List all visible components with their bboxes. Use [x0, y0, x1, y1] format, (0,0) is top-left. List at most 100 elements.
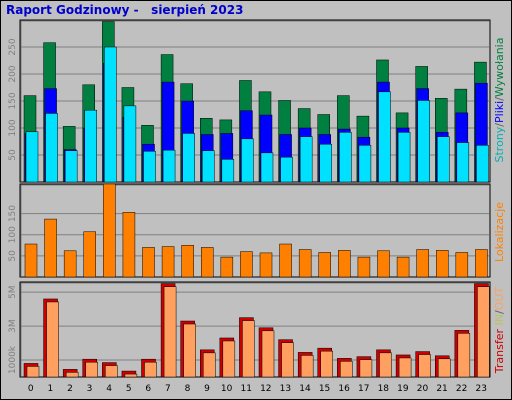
visits-ytick-0: 50	[8, 250, 18, 262]
visits-bar-11	[240, 251, 253, 278]
x-tick-21: 21	[436, 384, 447, 394]
x-tick-11: 11	[240, 384, 251, 394]
x-tick-3: 3	[87, 384, 93, 394]
hits-bar-Strony-11	[241, 138, 254, 183]
visits-bar-19	[396, 256, 410, 278]
visits-bar-9	[201, 247, 214, 278]
kbytes-bar-in-9	[203, 352, 216, 378]
kbytes-bar-in-5	[124, 373, 138, 378]
hits-bar-Strony-13	[280, 156, 293, 183]
hits-bar-Strony-22	[456, 142, 470, 183]
x-tick-1: 1	[48, 384, 54, 394]
kbytes-bar-in-6	[144, 361, 157, 378]
x-tick-7: 7	[165, 384, 171, 394]
visits-bar-13	[279, 243, 292, 278]
kbytes-bar-in-20	[418, 354, 431, 378]
visits-bar-2	[63, 250, 77, 278]
hits-bar-Strony-19	[397, 132, 411, 183]
hits-bar-Strony-8	[182, 133, 195, 183]
kbytes-ytick-0: 1000k	[8, 345, 18, 374]
hits-bar-Strony-3	[84, 109, 97, 183]
visits-ytick-1: 100	[8, 226, 18, 243]
visits-bar-15	[318, 252, 331, 278]
x-tick-14: 14	[299, 384, 311, 394]
hits-bar-Strony-5	[123, 105, 137, 183]
hits-bar-Strony-20	[417, 100, 430, 183]
x-tick-19: 19	[397, 384, 409, 394]
right-label-visits: Lokalizacje	[493, 202, 506, 262]
kbytes-bar-in-17	[359, 359, 373, 378]
visits-bar-17	[357, 256, 371, 278]
visits-bar-23	[475, 249, 488, 278]
visits-bar-0	[24, 243, 38, 278]
kbytes-bar-in-18	[379, 352, 392, 378]
x-tick-10: 10	[221, 384, 233, 394]
visits-bar-6	[142, 247, 155, 278]
visits-bar-14	[298, 249, 312, 278]
kbytes-bar-in-2	[65, 372, 79, 378]
right-label-visits-part-0: Lokalizacje	[493, 202, 506, 262]
hits-bar-Strony-21	[437, 136, 450, 183]
hits-bar-Strony-6	[143, 150, 156, 183]
x-tick-0: 0	[28, 384, 34, 394]
kbytes-bar-in-13	[281, 342, 294, 378]
visits-bar-10	[220, 256, 234, 278]
kbytes-bar-in-10	[222, 340, 236, 378]
kbytes-bar-in-8	[183, 323, 196, 378]
kbytes-ytick-1: 3M	[8, 319, 18, 333]
hits-bar-Strony-0	[25, 131, 39, 183]
right-label-transfer: Transfer IN/OUT	[493, 287, 506, 375]
page-title: Raport Godzinowy - sierpień 2023	[6, 3, 244, 17]
right-label-transfer-part-4: OUT	[493, 287, 506, 311]
hits-bar-Strony-9	[202, 150, 215, 183]
x-tick-8: 8	[185, 384, 191, 394]
visits-bar-12	[259, 252, 273, 278]
kbytes-bar-in-23	[477, 286, 490, 378]
hits-bar-Strony-4	[104, 46, 117, 183]
hits-bar-Strony-1	[45, 113, 58, 183]
kbytes-bar-in-4	[105, 365, 118, 378]
visits-bar-5	[122, 212, 136, 278]
visits-bar-21	[436, 250, 449, 278]
x-tick-15: 15	[319, 384, 330, 394]
right-label-hits-part-2: Pliki	[493, 101, 506, 123]
kbytes-bar-in-11	[242, 320, 255, 378]
visits-bar-20	[416, 249, 429, 278]
hits-ytick-1: 100	[8, 119, 18, 136]
x-tick-16: 16	[338, 384, 350, 394]
hits-bar-Strony-10	[221, 159, 235, 183]
x-tick-2: 2	[67, 384, 73, 394]
hits-bar-Strony-17	[358, 145, 372, 183]
kbytes-bar-in-19	[398, 357, 412, 378]
kbytes-bar-in-3	[85, 361, 98, 378]
visits-bar-22	[455, 252, 469, 278]
kbytes-bar-in-12	[261, 330, 275, 378]
hits-ytick-0: 50	[8, 149, 18, 161]
x-tick-17: 17	[358, 384, 369, 394]
kbytes-bar-in-21	[438, 358, 451, 378]
kbytes-bar-in-7	[163, 286, 177, 378]
x-tick-5: 5	[126, 384, 132, 394]
x-tick-23: 23	[475, 384, 486, 394]
x-tick-20: 20	[417, 384, 429, 394]
visits-bar-8	[181, 245, 194, 278]
x-tick-12: 12	[260, 384, 271, 394]
visits-ytick-2: 150	[8, 205, 18, 222]
hits-bar-Strony-12	[260, 152, 274, 183]
visits-bar-18	[377, 250, 390, 278]
right-label-hits: Strony/Pliki/Wywołania	[493, 38, 506, 163]
hits-bar-Strony-15	[319, 143, 332, 183]
hits-ytick-2: 150	[8, 92, 18, 109]
hits-bar-Strony-16	[339, 132, 352, 183]
hits-bar-Strony-14	[299, 136, 313, 183]
x-tick-18: 18	[378, 384, 390, 394]
hits-ytick-4: 250	[8, 38, 18, 55]
kbytes-bar-in-14	[300, 355, 314, 378]
hits-ytick-3: 200	[8, 65, 18, 82]
kbytes-bar-in-22	[457, 333, 471, 378]
right-label-transfer-part-2: IN	[493, 314, 506, 325]
visits-bar-16	[338, 250, 351, 278]
right-label-transfer-part-3: /	[493, 310, 506, 314]
visits-bar-3	[83, 231, 96, 278]
